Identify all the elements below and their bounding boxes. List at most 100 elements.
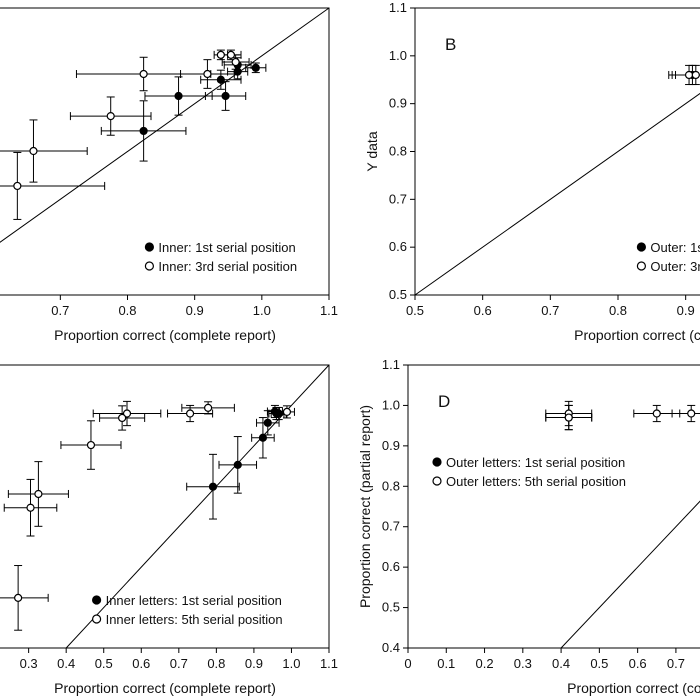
x-tick-label: 0.6: [132, 656, 150, 671]
data-point: [34, 489, 43, 499]
y-tick-label: 0.9: [389, 96, 407, 111]
data-point: [139, 69, 148, 79]
x-tick-label: 0.5: [95, 656, 113, 671]
legend-marker: [91, 595, 102, 605]
data-point: [204, 403, 213, 412]
legend-marker: [636, 242, 647, 252]
y-tick-label: 0.7: [389, 191, 407, 206]
data-point: [251, 63, 260, 72]
data-point: [14, 593, 23, 602]
y-tick-label: 0.5: [389, 287, 407, 302]
legend-marker: [144, 242, 154, 252]
legend-marker: [636, 261, 647, 271]
data-point: [691, 70, 700, 80]
data-point: [216, 75, 225, 84]
x-tick-label: 0.7: [51, 303, 69, 318]
data-point: [231, 57, 240, 67]
data-point: [185, 409, 195, 418]
data-point: [564, 413, 573, 422]
x-tick-label: 0.6: [474, 303, 492, 318]
y-tick-label: 0.9: [382, 438, 400, 453]
x-tick-label: 0.8: [609, 303, 627, 318]
x-tick-label: 0.4: [552, 656, 570, 671]
data-point: [86, 440, 96, 450]
y-axis-label: Proportion correct (partial report): [357, 405, 373, 608]
x-axis-label: Proportion correct (complete report): [567, 680, 700, 696]
legend-marker: [91, 614, 102, 624]
x-tick-label: 0.6: [629, 656, 647, 671]
data-point: [106, 112, 115, 121]
x-tick-label: 1.0: [282, 656, 300, 671]
data-point: [258, 433, 268, 442]
identity-line: [560, 500, 700, 649]
legend-marker: [144, 261, 154, 271]
y-tick-label: 0.7: [382, 519, 400, 534]
data-point: [13, 181, 22, 191]
x-tick-label: 0.9: [677, 303, 695, 318]
panel: 0.5 0.6 0.7 0.8 0.9 0.5 0.6 0.7 0.8 0.9 1.0 1.1 Prop…: [364, 0, 700, 343]
data-point: [282, 407, 292, 416]
x-tick-label: 0.4: [57, 656, 75, 671]
panel: 0.20.30.40.50.60.70.80.91.01.1Proportion…: [0, 364, 338, 696]
x-tick-label: 0.7: [667, 656, 685, 671]
legend-marker: [432, 476, 442, 486]
y-tick-label: 0.8: [389, 144, 407, 159]
x-tick-label: 0.5: [590, 656, 608, 671]
x-tick-label: 1.1: [320, 303, 338, 318]
x-tick-label: 0: [404, 656, 411, 671]
x-axis-label: Proportion correct (complete report): [54, 327, 276, 343]
identity-line: [414, 92, 700, 296]
x-tick-label: 0.9: [186, 303, 204, 318]
panel: 0.7 0.8 0.9 1.0 1.1 Proportion correct (compl…: [0, 7, 338, 343]
data-point: [208, 482, 218, 491]
y-axis-label: Y data: [364, 131, 380, 171]
legend-label: Outer letters: 1st serial position: [446, 455, 625, 470]
data-point: [226, 50, 236, 59]
x-axis-label: Proportion correct (complete report): [574, 327, 700, 343]
x-tick-label: 0.1: [437, 656, 455, 671]
data-point: [174, 91, 183, 101]
y-tick-label: 1.0: [389, 48, 407, 63]
x-tick-label: 1.1: [320, 656, 338, 671]
x-tick-label: 0.7: [170, 656, 188, 671]
data-point: [118, 413, 127, 423]
data-point: [233, 460, 242, 469]
x-tick-label: 0.3: [514, 656, 532, 671]
y-tick-label: 0.6: [382, 559, 400, 574]
y-tick-label: 0.6: [389, 239, 407, 254]
identity-line: [0, 7, 330, 243]
legend-label: Inner letters: 5th serial position: [106, 612, 283, 627]
data-point: [221, 91, 230, 101]
data-point: [652, 409, 661, 418]
data-point: [139, 126, 148, 136]
data-point: [29, 146, 38, 156]
data-point: [122, 409, 132, 418]
y-tick-label: 1.1: [389, 0, 407, 15]
y-tick-label: 0.5: [382, 600, 400, 615]
plot-frame: [0, 364, 330, 649]
x-tick-label: 0.5: [406, 303, 424, 318]
data-point: [26, 503, 35, 512]
legend-label: Inner: 1st serial position: [158, 240, 295, 255]
x-tick-label: 0.3: [20, 656, 38, 671]
legend-marker: [432, 457, 442, 467]
data-point: [274, 409, 283, 418]
panel-label: B: [445, 35, 456, 54]
legend-label: Outer: 1st serial position: [650, 240, 700, 255]
y-tick-label: 0.4: [382, 640, 400, 655]
legend-label: Inner letters: 1st serial position: [106, 593, 282, 608]
data-point: [687, 409, 696, 418]
data-point: [684, 70, 694, 80]
x-tick-label: 0.7: [541, 303, 559, 318]
legend-label: Inner: 3rd serial position: [158, 259, 297, 274]
y-tick-label: 1.0: [382, 397, 400, 412]
panel: 0 0.1 0.2 0.3 0.4 0.5 0.6 0.7 0.4 0.5 0.6 0.7 0.8 0.9…: [357, 357, 700, 696]
data-point: [216, 50, 225, 59]
x-tick-label: 1.0: [253, 303, 271, 318]
legend-label: Outer letters: 5th serial position: [446, 474, 626, 489]
y-tick-label: 1.1: [382, 357, 400, 372]
plot-frame: [407, 364, 700, 649]
panel-label: D: [438, 392, 450, 411]
x-tick-label: 0.8: [207, 656, 225, 671]
